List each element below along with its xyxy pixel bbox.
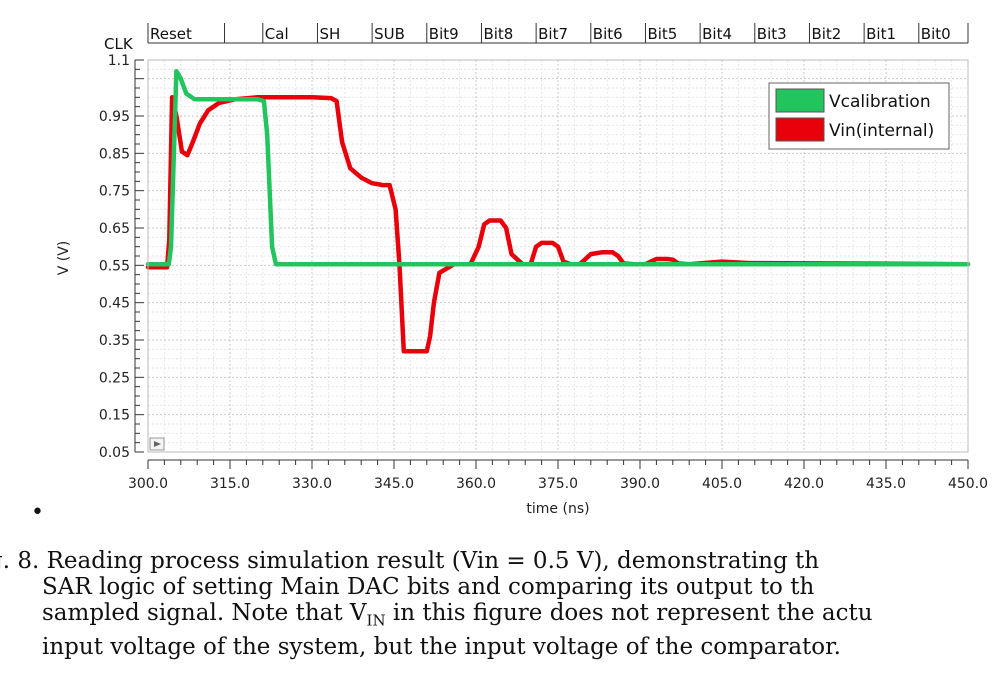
phase-label: Bit7: [538, 25, 568, 43]
phase-label: Bit6: [593, 25, 623, 43]
x-tick-label: 450.0: [948, 476, 988, 492]
caption-line-4: input voltage of the system, but the inp…: [42, 633, 841, 660]
y-tick-label: 0.05: [99, 445, 130, 461]
phase-label: Bit9: [429, 25, 459, 43]
y-tick-label: 0.85: [99, 146, 130, 162]
y-axis-title: V (V): [56, 241, 72, 276]
phase-label: Bit1: [866, 25, 896, 43]
legend-label-vcalibration: Vcalibration: [829, 92, 931, 112]
x-axis: 300.0 315.0 330.0 345.0 360.0 375.0 390.0 405.0…: [128, 459, 988, 492]
simulation-chart: Reset Cal SH SUB Bit9 Bit8 Bit7 Bit6 Bit5 Bit4 Bit…: [56, 23, 988, 517]
phase-label: Bit5: [647, 25, 677, 43]
phase-label: Bit4: [702, 25, 732, 43]
legend-swatch-vcalibration: [775, 88, 825, 113]
caption-line-3-post: in this figure does not represent the ac…: [385, 600, 873, 626]
major-grid: [147, 60, 969, 453]
bullet-dot: •: [31, 500, 44, 525]
series-line-vcalibration: [145, 68, 971, 267]
plot-frame: [147, 59, 969, 453]
phase-label: Bit0: [921, 25, 951, 43]
clock-phase-axis: Reset Cal SH SUB Bit9 Bit8 Bit7 Bit6 Bit5 Bit4 Bit…: [147, 23, 969, 44]
phase-label: Reset: [150, 25, 192, 43]
caption-subscript-in: IN: [366, 611, 386, 630]
phase-label: Bit3: [757, 25, 787, 43]
x-tick-label: 435.0: [866, 476, 906, 492]
y-tick-label: 0.15: [99, 408, 130, 424]
y-tick-label: 0.95: [99, 109, 130, 125]
x-tick-label: 420.0: [784, 476, 824, 492]
x-tick-label: 315.0: [210, 476, 250, 492]
caption-line-3-pre: sampled signal. Note that V: [42, 600, 367, 626]
y-axis: 1.1 0.95 0.85 0.75 0.65 0.55 0.45 0.35 0.25 0.15 0…: [99, 53, 144, 461]
y-tick-label: 0.65: [99, 221, 130, 237]
y-tick-label: 0.45: [99, 296, 130, 312]
y-tick-label: 0.25: [99, 370, 130, 386]
caption-line-3: sampled signal. Note that VIN in this fi…: [42, 600, 995, 634]
series-layer: [145, 68, 971, 354]
x-tick-label: 300.0: [128, 476, 168, 492]
figure-caption: g. 8. Reading process simulation result …: [0, 548, 995, 660]
y-tick-label: 0.55: [99, 258, 130, 274]
x-tick-label: 330.0: [292, 476, 332, 492]
legend-label-vin: Vin(internal): [829, 121, 934, 141]
x-tick-label: 390.0: [620, 476, 660, 492]
phase-label: SH: [319, 25, 340, 43]
play-button[interactable]: [149, 437, 165, 451]
x-tick-label: 360.0: [456, 476, 496, 492]
caption-line-2: SAR logic of setting Main DAC bits and c…: [42, 574, 815, 600]
x-tick-label: 345.0: [374, 476, 414, 492]
legend: Vcalibration Vin(internal): [768, 82, 950, 150]
phase-label: Cal: [265, 25, 289, 43]
phase-label: Bit8: [483, 25, 513, 43]
phase-label: Bit2: [811, 25, 841, 43]
x-tick-label: 375.0: [538, 476, 578, 492]
clock-label: CLK: [104, 35, 134, 53]
phase-label: SUB: [374, 25, 405, 43]
play-icon: [154, 441, 161, 447]
caption-line-1: g. 8. Reading process simulation result …: [0, 548, 820, 574]
x-tick-label: 405.0: [702, 476, 742, 492]
y-tick-label: 0.35: [99, 333, 130, 349]
y-tick-label: 0.75: [99, 184, 130, 200]
legend-swatch-vin: [775, 117, 825, 142]
y-tick-label: 1.1: [108, 53, 130, 69]
x-axis-title: time (ns): [526, 501, 589, 517]
